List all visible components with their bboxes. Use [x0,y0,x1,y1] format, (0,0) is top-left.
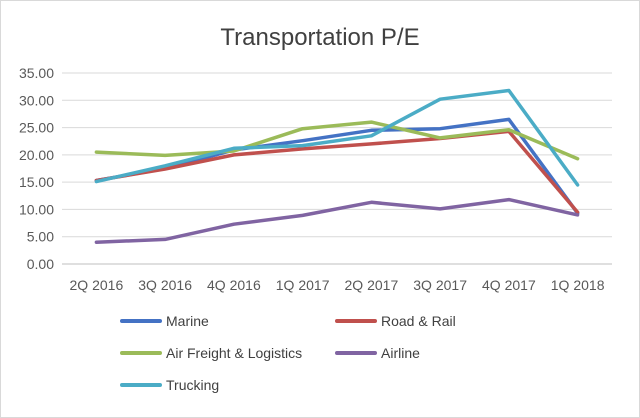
legend-label: Road & Rail [381,313,456,329]
y-tick-label: 15.00 [19,174,54,190]
x-tick-label: 4Q 2016 [207,277,261,293]
series-line-air-freight-logistics [94,120,580,161]
y-axis-ticks: 0.00 5.00 10.00 15.00 20.00 25.00 30.00 35.00 [19,65,54,272]
series-line-airline [94,197,580,244]
legend-item-air-freight-logistics: Air Freight & Logistics [120,345,302,361]
x-tick-label: 3Q 2017 [413,277,467,293]
x-tick-label: 1Q 2017 [276,277,330,293]
y-tick-label: 25.00 [19,120,54,136]
x-tick-label: 4Q 2017 [482,277,536,293]
x-tick-label: 1Q 2018 [551,277,605,293]
legend-label: Airline [381,345,420,361]
legend-label: Air Freight & Logistics [166,345,302,361]
legend-label: Marine [166,313,209,329]
y-tick-label: 10.00 [19,201,54,217]
legend-item-marine: Marine [120,313,209,329]
y-tick-label: 20.00 [19,147,54,163]
series-lines [94,88,580,244]
legend: Marine Road & Rail Air Freight & Logistics… [120,313,456,393]
y-tick-label: 35.00 [19,65,54,81]
legend-item-airline: Airline [335,345,420,361]
x-tick-label: 2Q 2017 [345,277,399,293]
legend-label: Trucking [166,377,219,393]
y-tick-label: 30.00 [19,92,54,108]
y-tick-label: 5.00 [27,229,54,245]
x-tick-label: 2Q 2016 [70,277,124,293]
series-line-trucking [94,88,580,187]
legend-item-road-rail: Road & Rail [335,313,456,329]
x-axis-ticks: 2Q 2016 3Q 2016 4Q 2016 1Q 2017 2Q 2017 3Q 20… [70,277,605,293]
y-tick-label: 0.00 [27,256,54,272]
legend-item-trucking: Trucking [120,377,219,393]
x-tick-label: 3Q 2016 [138,277,192,293]
chart-title: Transportation P/E [220,24,419,51]
